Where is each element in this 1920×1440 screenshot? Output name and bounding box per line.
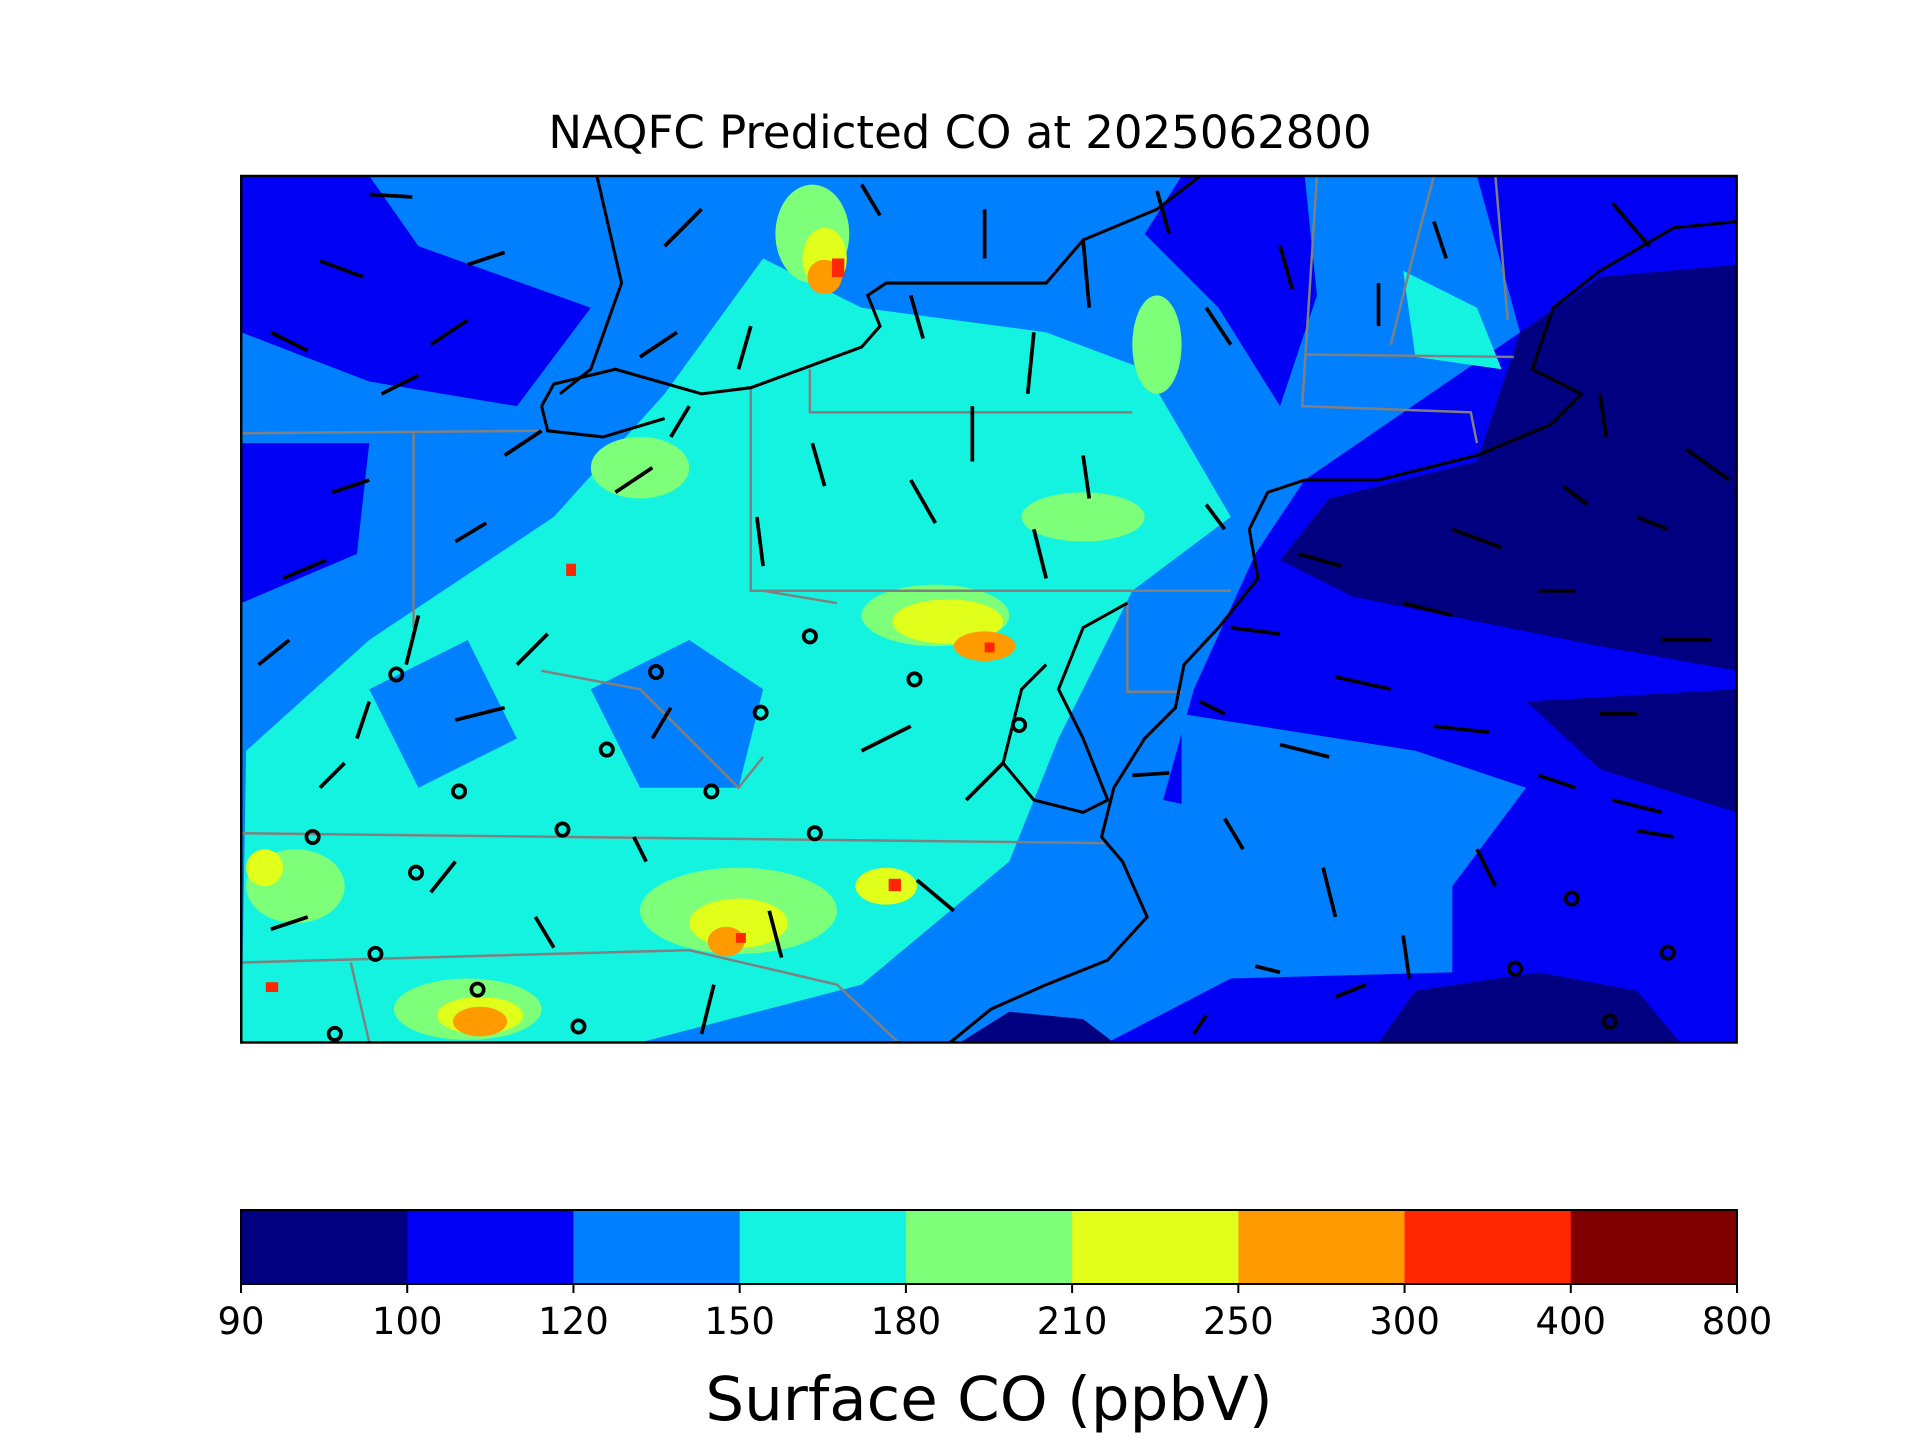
colorbar-segment <box>1238 1210 1406 1284</box>
colorbar-segment <box>1072 1210 1239 1284</box>
colorbar-tick-label: 180 <box>871 1300 942 1343</box>
colorbar-segment <box>241 1210 408 1284</box>
colorbar-tick-label: 250 <box>1203 1300 1274 1343</box>
colorbar-tick-label: 90 <box>217 1300 264 1343</box>
colorbar-tick-label: 800 <box>1702 1300 1773 1343</box>
colorbar-segment <box>905 1210 1073 1284</box>
colorbar-tick-label: 210 <box>1037 1300 1108 1343</box>
map <box>240 174 1738 1044</box>
colorbar-label: Surface CO (ppbV) <box>705 1364 1272 1435</box>
colorbar-segment <box>407 1210 574 1284</box>
colorbar-segment <box>1404 1210 1572 1284</box>
colorbar-frame <box>240 1209 1738 1285</box>
colorbar: 90 100 120 150 180 210 250 300 400 800 <box>217 1209 1773 1343</box>
colorbar-segment <box>1570 1210 1738 1284</box>
colorbar-segment <box>739 1210 907 1284</box>
map-title: NAQFC Predicted CO at 2025062800 <box>548 106 1371 159</box>
colorbar-tick-label: 400 <box>1535 1300 1606 1343</box>
colorbar-tick-label: 150 <box>704 1300 775 1343</box>
colorbar-tick-label: 300 <box>1369 1300 1440 1343</box>
colorbar-segment <box>573 1210 741 1284</box>
colorbar-tick-label: 120 <box>538 1300 609 1343</box>
colorbar-tick-label: 100 <box>372 1300 443 1343</box>
